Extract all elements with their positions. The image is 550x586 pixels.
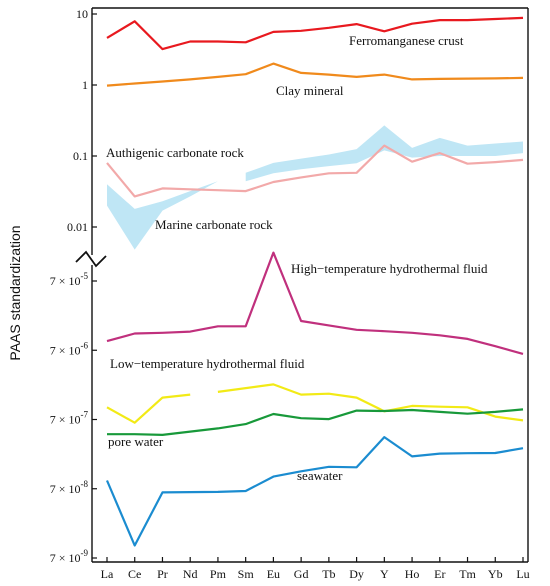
series-line-ferromanganese-crust: [106, 16, 524, 51]
series-line-pore-water: [107, 408, 524, 436]
label-seawater: seawater: [297, 468, 343, 483]
x-tick-label-dy: Dy: [349, 567, 364, 581]
x-tick-label-yb: Yb: [488, 567, 503, 581]
y-tick-label: 7 × 10-8: [50, 479, 89, 496]
y-tick-label: 7 × 10-7: [50, 410, 89, 427]
series-line-clay-mineral: [106, 62, 524, 87]
x-tick-label-pm: Pm: [210, 567, 227, 581]
y-tick-label: 7 × 10-6: [50, 340, 89, 357]
y-tick-label: 0.1: [73, 149, 88, 163]
x-tick-label-tb: Tb: [322, 567, 335, 581]
axis-break: [75, 250, 107, 268]
label-clay-mineral: Clay mineral: [276, 83, 344, 98]
label-marine-carbonate-rock: Marine carbonate rock: [155, 217, 273, 232]
x-tick-label-la: La: [101, 567, 114, 581]
x-tick-label-lu: Lu: [516, 567, 529, 581]
label-pore-water: pore water: [108, 434, 164, 449]
label-high-temperature-hydrothermal-fluid: High−temperature hydrothermal fluid: [291, 261, 488, 276]
x-tick-label-pr: Pr: [157, 567, 168, 581]
x-tick-label-ho: Ho: [405, 567, 420, 581]
label-low-temperature-hydrothermal-fluid: Low−temperature hydrothermal fluid: [110, 356, 305, 371]
x-tick-label-sm: Sm: [238, 567, 255, 581]
y-tick-label: 7 × 10-9: [50, 548, 89, 565]
x-tick-label-tm: Tm: [459, 567, 476, 581]
band-marine-carbonate-rock: [107, 181, 218, 250]
y-tick-label: 7 × 10-5: [50, 271, 89, 288]
x-tick-label-nd: Nd: [183, 567, 198, 581]
y-tick-label: 1: [82, 78, 88, 92]
series-line-seawater: [105, 436, 524, 547]
label-ferromanganese-crust: Ferromanganese crust: [349, 33, 464, 48]
band-authigenic-carbonate-rock: [245, 125, 523, 182]
series-line-high-temperature-hydrothermal-fluid: [106, 251, 524, 355]
y-tick-label: 10: [76, 7, 88, 21]
x-tick-label-y: Y: [380, 567, 389, 581]
x-tick-label-gd: Gd: [294, 567, 309, 581]
series-line-authigenic-carbonate-rock: [106, 144, 524, 198]
x-tick-label-er: Er: [434, 567, 445, 581]
y-axis-title: PAAS standardization: [7, 225, 23, 360]
series-line-low-temperature-hydrothermal-fluid-1: [106, 393, 191, 424]
y-tick-label: 0.01: [67, 220, 88, 234]
x-tick-label-ce: Ce: [128, 567, 141, 581]
x-tick-label-eu: Eu: [267, 567, 280, 581]
label-authigenic-carbonate-rock: Authigenic carbonate rock: [106, 145, 244, 160]
